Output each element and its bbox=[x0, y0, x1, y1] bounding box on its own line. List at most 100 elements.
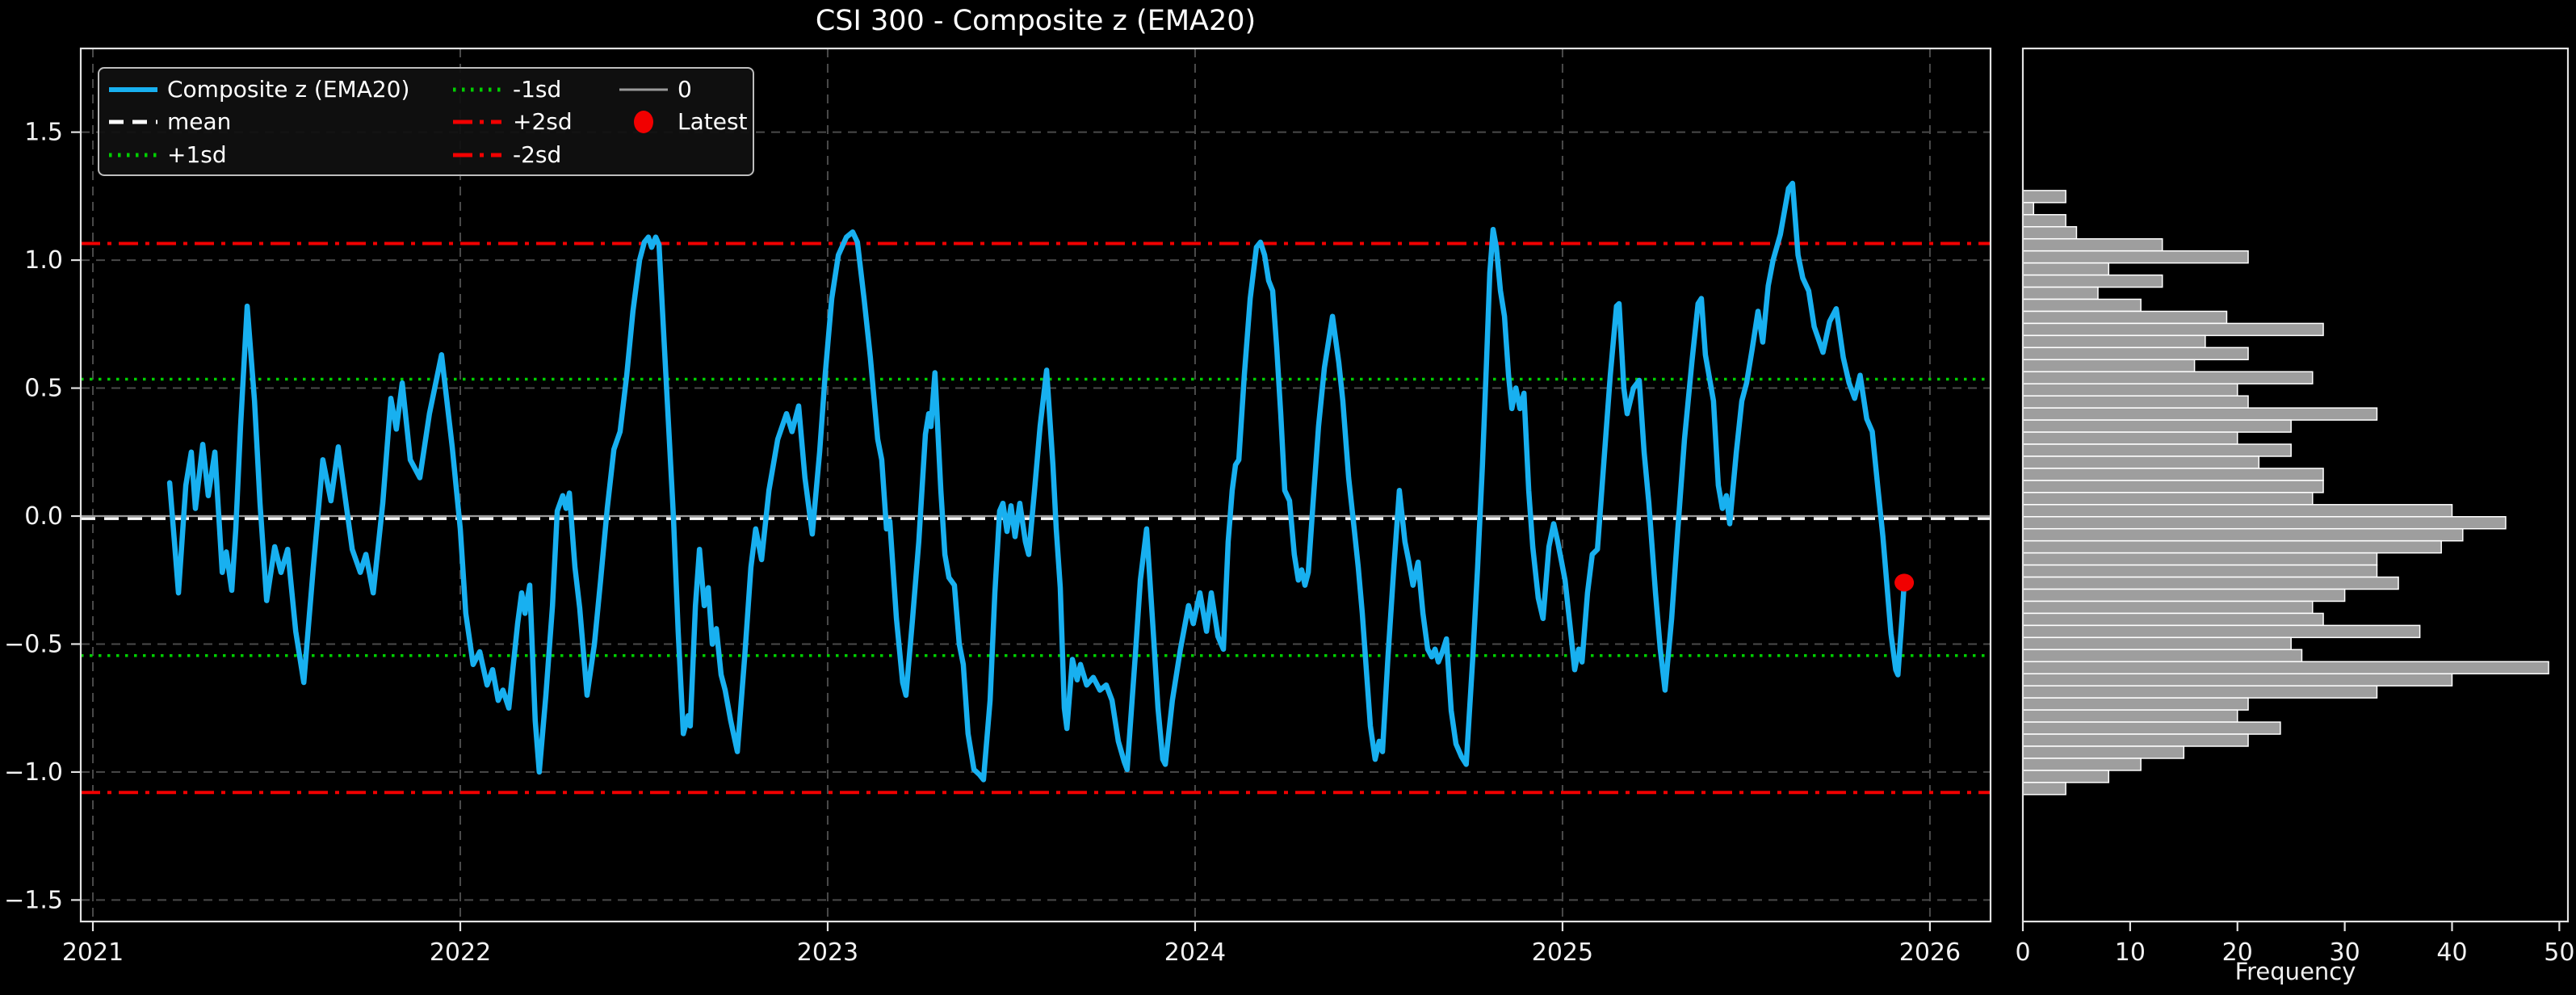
hist-bar bbox=[2022, 202, 2035, 216]
hist-bar bbox=[2022, 407, 2378, 421]
x-tick-label: 2026 bbox=[1899, 938, 1961, 967]
y-tick-label: 0.0 bbox=[24, 502, 63, 531]
hist-bar bbox=[2022, 636, 2292, 651]
hist-bar bbox=[2022, 733, 2249, 747]
hist-bar bbox=[2022, 709, 2238, 723]
legend-entry-0: 0 bbox=[618, 77, 692, 103]
legend-entry--2sd: -2sd bbox=[451, 142, 561, 168]
hist-x-tick-label: 10 bbox=[2115, 938, 2146, 967]
hist-bar bbox=[2022, 480, 2324, 493]
hist-bar bbox=[2022, 383, 2238, 397]
legend-line-sample-icon bbox=[453, 87, 501, 92]
hist-bar bbox=[2022, 527, 2464, 542]
hist-bar bbox=[2022, 612, 2324, 627]
hist-x-tick-label: 20 bbox=[2222, 938, 2253, 967]
hist-bar bbox=[2022, 456, 2260, 469]
main-axes-frame bbox=[79, 47, 1992, 923]
hist-bar bbox=[2022, 673, 2453, 686]
y-tick-label: 1.5 bbox=[24, 119, 63, 147]
hist-bar bbox=[2022, 576, 2399, 590]
hist-bar bbox=[2022, 649, 2303, 663]
hist-bar bbox=[2022, 346, 2249, 361]
hist-bar bbox=[2022, 770, 2110, 783]
hist-bar bbox=[2022, 588, 2346, 602]
hist-bar bbox=[2022, 624, 2421, 639]
y-tick-label: −1.0 bbox=[4, 758, 63, 787]
chart-title: CSI 300 - Composite z (EMA20) bbox=[815, 5, 1257, 37]
legend-label: +1sd bbox=[167, 141, 227, 168]
hist-bar bbox=[2022, 237, 2163, 252]
legend-label: -2sd bbox=[513, 141, 562, 168]
legend-entry-composite-z-ema20-: Composite z (EMA20) bbox=[107, 77, 409, 103]
y-tick-label: 1.0 bbox=[24, 246, 63, 275]
x-tick-label: 2025 bbox=[1532, 938, 1593, 967]
composite-z-line bbox=[166, 180, 1907, 783]
legend-line-sample-icon bbox=[109, 87, 157, 92]
legend-line-sample-icon bbox=[453, 120, 501, 124]
hist-bar bbox=[2022, 286, 2099, 300]
legend-label: +2sd bbox=[513, 108, 573, 135]
x-tick-label: 2024 bbox=[1164, 938, 1226, 967]
hist-bar bbox=[2022, 745, 2185, 759]
hist-bar bbox=[2022, 492, 2314, 506]
y-tick-label: −0.5 bbox=[4, 630, 63, 658]
hist-bar bbox=[2022, 419, 2292, 433]
hist-bar bbox=[2022, 322, 2324, 337]
legend-entry--2sd: +2sd bbox=[451, 109, 573, 135]
hist-bar bbox=[2022, 697, 2249, 711]
x-tick-label: 2021 bbox=[62, 938, 124, 967]
hist-bar bbox=[2022, 431, 2238, 445]
hist-bar bbox=[2022, 250, 2249, 264]
hist-bar bbox=[2022, 552, 2378, 566]
hist-bar bbox=[2022, 226, 2078, 240]
hist-x-tick-label: 0 bbox=[2015, 938, 2030, 967]
hist-bar bbox=[2022, 310, 2228, 325]
legend-label: Composite z (EMA20) bbox=[167, 76, 410, 103]
hist-x-tick-label: 30 bbox=[2330, 938, 2360, 967]
y-tick-label: 0.5 bbox=[24, 375, 63, 403]
hist-bar bbox=[2022, 298, 2142, 313]
hist-bar bbox=[2022, 214, 2066, 228]
hist-x-tick-label: 40 bbox=[2436, 938, 2467, 967]
latest-dot bbox=[1894, 573, 1915, 592]
hist-bar bbox=[2022, 371, 2314, 384]
hist-bar bbox=[2022, 758, 2142, 771]
x-tick-label: 2022 bbox=[430, 938, 491, 967]
hist-bar bbox=[2022, 661, 2549, 674]
legend-label: 0 bbox=[678, 76, 692, 103]
legend-entry-mean: mean bbox=[107, 109, 231, 135]
legend-label: -1sd bbox=[513, 76, 562, 103]
hist-bar bbox=[2022, 190, 2066, 204]
hist-bar bbox=[2022, 359, 2196, 373]
legend-label: mean bbox=[167, 108, 232, 135]
hist-bar bbox=[2022, 468, 2324, 481]
hist-xlabel: Frequency bbox=[2234, 958, 2356, 985]
hist-bar bbox=[2022, 443, 2292, 457]
hist-bar bbox=[2022, 600, 2314, 615]
hist-bar bbox=[2022, 721, 2281, 735]
hist-bar bbox=[2022, 564, 2378, 578]
y-tick-label: −1.5 bbox=[4, 886, 63, 914]
hist-bar bbox=[2022, 516, 2507, 530]
hist-bar bbox=[2022, 539, 2442, 554]
hist-bar bbox=[2022, 395, 2249, 409]
latest-marker-icon bbox=[634, 111, 653, 133]
legend-entry--1sd: -1sd bbox=[451, 77, 561, 103]
legend-line-sample-icon bbox=[619, 88, 668, 91]
legend: Composite z (EMA20) mean +1sd -1sd +2sd -2sd 0… bbox=[98, 67, 754, 176]
hist-bar bbox=[2022, 782, 2066, 796]
legend-entry-latest: Latest bbox=[618, 109, 748, 135]
legend-line-sample-icon bbox=[453, 153, 501, 157]
hist-bar bbox=[2022, 262, 2110, 276]
legend-label: Latest bbox=[678, 108, 748, 135]
legend-entry--1sd: +1sd bbox=[107, 142, 227, 168]
hist-axes-frame bbox=[2021, 47, 2570, 923]
hist-x-tick-label: 50 bbox=[2544, 938, 2574, 967]
hist-bar bbox=[2022, 685, 2378, 699]
legend-line-sample-icon bbox=[109, 120, 157, 124]
x-tick-label: 2023 bbox=[797, 938, 858, 967]
hist-bar bbox=[2022, 504, 2453, 518]
hist-bar bbox=[2022, 274, 2163, 288]
